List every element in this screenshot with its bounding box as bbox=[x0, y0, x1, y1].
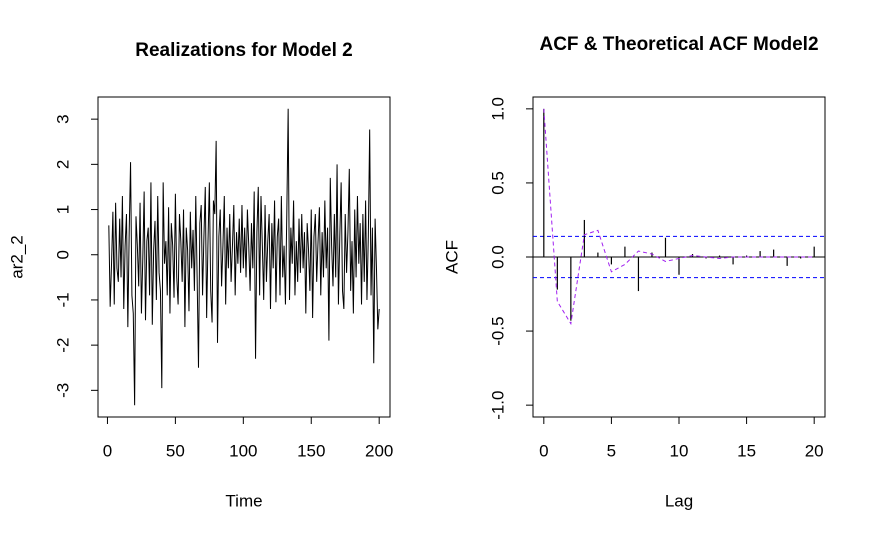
x-tick-label: 20 bbox=[805, 441, 824, 460]
series-line bbox=[108, 108, 380, 406]
y-axis-title: ar2_2 bbox=[7, 235, 26, 278]
x-tick-label: 10 bbox=[670, 441, 689, 460]
x-tick-label: 15 bbox=[737, 441, 756, 460]
theoretical-acf-line bbox=[543, 108, 815, 326]
y-tick-label: 0.5 bbox=[488, 171, 507, 195]
y-tick-label: 1.0 bbox=[488, 97, 507, 121]
y-axis-title: ACF bbox=[442, 240, 461, 274]
y-tick-label: -3 bbox=[53, 383, 72, 398]
x-tick-label: 50 bbox=[166, 441, 185, 460]
y-tick-label: 1 bbox=[53, 205, 72, 214]
x-tick-label: 5 bbox=[607, 441, 616, 460]
y-tick-label: 0 bbox=[53, 250, 72, 259]
y-tick-label: 0.0 bbox=[488, 245, 507, 269]
chart-title: Realizations for Model 2 bbox=[135, 40, 352, 61]
y-tick-label: -0.5 bbox=[488, 316, 507, 345]
x-tick-label: 0 bbox=[103, 441, 112, 460]
x-tick-label: 0 bbox=[539, 441, 548, 460]
x-tick-label: 100 bbox=[229, 441, 257, 460]
x-axis-title: Lag bbox=[665, 491, 693, 510]
y-tick-label: 3 bbox=[53, 114, 72, 123]
y-tick-label: -1.0 bbox=[488, 390, 507, 419]
x-tick-label: 150 bbox=[297, 441, 325, 460]
y-tick-label: -2 bbox=[53, 338, 72, 353]
x-axis-title: Time bbox=[225, 491, 262, 510]
x-tick-label: 200 bbox=[365, 441, 393, 460]
y-tick-label: -1 bbox=[53, 292, 72, 307]
y-tick-label: 2 bbox=[53, 160, 72, 169]
chart-title: ACF & Theoretical ACF Model2 bbox=[539, 34, 818, 55]
